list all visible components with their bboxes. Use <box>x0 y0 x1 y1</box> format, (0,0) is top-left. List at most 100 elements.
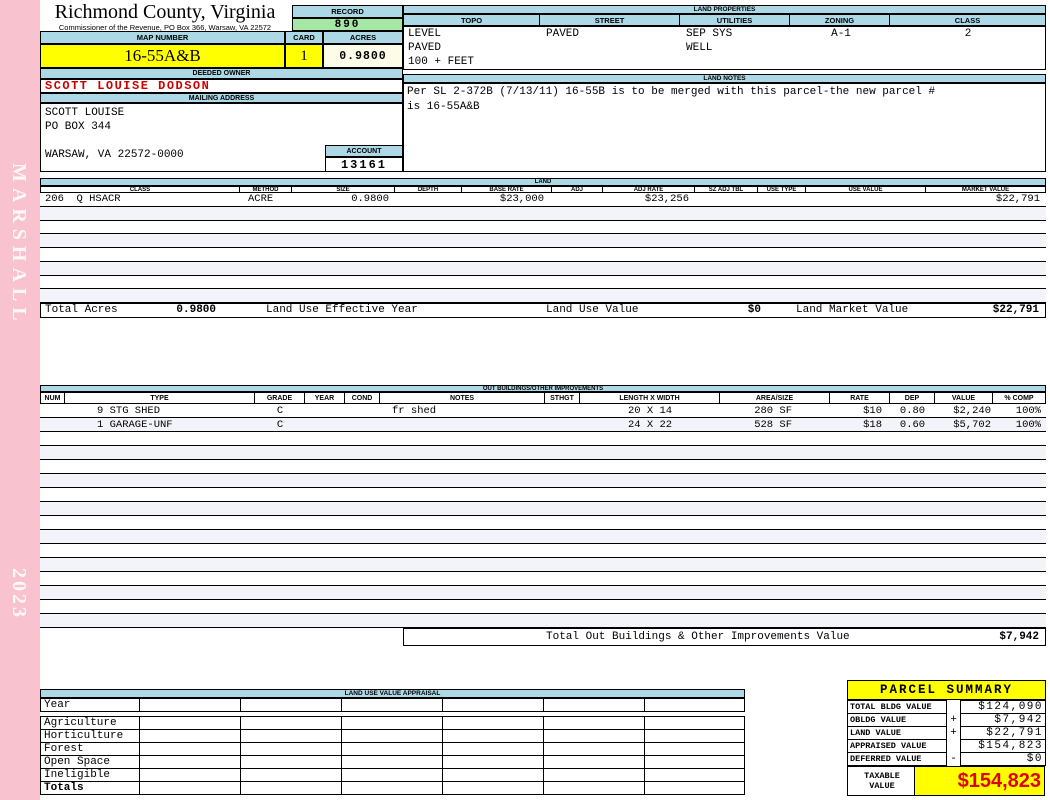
ob-type-cell: 1 GARAGE-UNF <box>97 418 173 431</box>
utilities-value: WELL <box>686 42 713 54</box>
appraisal-row-label: Forest <box>40 742 140 756</box>
summary-row-label: DEFERRED VALUE <box>847 752 947 766</box>
summary-row-label: TOTAL BLDG VALUE <box>847 700 947 714</box>
ob-pct-comp-cell: 100% <box>1015 418 1041 431</box>
summary-row: LAND VALUE + $22,791 <box>847 726 1046 740</box>
account-label: ACCOUNT <box>325 145 403 157</box>
ob-notes-cell: fr shed <box>392 404 437 417</box>
summary-row-op: - <box>950 753 957 765</box>
summary-row-value: $22,791 <box>960 726 1046 740</box>
empty-row <box>40 516 1046 530</box>
appraisal-cell <box>443 716 544 730</box>
summary-row: TOTAL BLDG VALUE $124,090 <box>847 700 1046 714</box>
appraisal-row: Open Space <box>40 755 745 769</box>
appraisal-cell <box>645 716 745 730</box>
record-value: 890 <box>292 18 403 31</box>
topo-value: PAVED <box>408 42 442 54</box>
appraisal-cell <box>645 768 745 782</box>
out-building-row: 1 GARAGE-UNF C 24 X 22 528 SF $18 0.60 $… <box>40 418 1046 432</box>
col-method: METHOD <box>240 186 292 193</box>
land-notes-line: Per SL 2-372B (7/13/11) 16-55B is to be … <box>407 86 936 98</box>
empty-row <box>40 474 1046 488</box>
col-dep: DEP <box>890 392 935 404</box>
appraisal-row-label: Totals <box>40 781 140 795</box>
record-label: RECORD <box>292 5 403 18</box>
land-notes-title: LAND NOTES <box>403 74 1046 83</box>
land-use-appraisal-body: Agriculture Horticulture Forest Open Spa… <box>40 716 745 795</box>
appraisal-cell <box>544 768 645 782</box>
ob-grade-cell: C <box>276 404 284 417</box>
col-cond: COND <box>345 392 380 404</box>
col-class: CLASS <box>40 186 240 193</box>
ob-area-cell: 280 SF <box>754 404 792 417</box>
commissioner-line: Commissioner of the Revenue, PO Box 366,… <box>58 23 272 32</box>
appraisal-cell <box>443 755 544 769</box>
summary-row-op <box>947 739 960 753</box>
appraisal-cell <box>140 716 241 730</box>
land-use-value-label: Land Use Value <box>546 304 639 316</box>
col-value: VALUE <box>935 392 993 404</box>
appraisal-row-label: Horticulture <box>40 729 140 743</box>
col-type: TYPE <box>65 392 255 404</box>
account-value: 13161 <box>325 157 403 172</box>
appraisal-row: Forest <box>40 742 745 756</box>
out-buildings-total-bar: Total Out Buildings & Other Improvements… <box>403 628 1046 646</box>
ob-rate-cell: $10 <box>863 404 882 417</box>
ob-lxw-cell: 20 X 14 <box>627 404 673 417</box>
empty-row <box>40 234 1046 248</box>
appraisal-cell <box>443 768 544 782</box>
col-base-rate: BASE RATE <box>462 186 552 193</box>
empty-row <box>40 206 1046 221</box>
appraisal-cell <box>544 755 645 769</box>
appraisal-cell <box>645 755 745 769</box>
appraisal-cell <box>140 755 241 769</box>
topo-value: 100 + FEET <box>408 56 475 68</box>
empty-row <box>40 614 1046 628</box>
empty-row <box>40 600 1046 614</box>
appraisal-cell <box>241 729 342 743</box>
summary-row-label: LAND VALUE <box>847 726 947 740</box>
col-rate: RATE <box>830 392 890 404</box>
col-utilities: UTILITIES <box>680 14 790 26</box>
appraisal-cell <box>443 781 544 795</box>
taxable-value: $154,823 <box>914 766 1045 796</box>
col-adj: ADJ <box>552 186 603 193</box>
out-buildings-title: OUT BUILDINGS/OTHER IMPROVEMENTS <box>40 385 1046 392</box>
empty-row <box>40 530 1046 544</box>
appraisal-row-totals: Totals <box>40 781 745 795</box>
summary-row-label: OBLDG VALUE <box>847 713 947 727</box>
appraisal-row-label: Ineligible <box>40 768 140 782</box>
appraisal-cell <box>342 768 443 782</box>
ob-rate-cell: $18 <box>863 418 882 431</box>
land-notes-line: is 16-55A&B <box>407 101 480 113</box>
ob-type-cell: 9 STG SHED <box>97 404 161 417</box>
land-market-value-label: Land Market Value <box>796 304 909 316</box>
appraisal-cell <box>140 729 241 743</box>
utilities-value: SEP SYS <box>686 28 733 40</box>
street-value: PAVED <box>546 28 580 40</box>
deeded-owner-value: SCOTT LOUISE DODSON <box>40 79 403 93</box>
land-market-value: $22,791 <box>992 304 1039 316</box>
empty-row <box>40 460 1046 474</box>
appraisal-row-label: Agriculture <box>40 716 140 730</box>
appraisal-row-label: Open Space <box>40 755 140 769</box>
appraisal-cell <box>241 698 342 712</box>
empty-row <box>40 432 1046 446</box>
appraisal-cell <box>342 755 443 769</box>
empty-row <box>40 248 1046 262</box>
acres-label: ACRES <box>323 31 403 44</box>
appraisal-cell <box>140 698 241 712</box>
land-size-cell: 0.9800 <box>351 193 389 206</box>
summary-row-value: $0 <box>960 752 1046 766</box>
appraisal-cell <box>241 768 342 782</box>
taxable-row: TAXABLE VALUE $154,823 <box>847 766 1046 796</box>
ob-grade-cell: C <box>276 418 284 431</box>
land-adj-rate-cell: $23,256 <box>644 193 689 206</box>
topo-value: LEVEL <box>408 28 442 40</box>
parcel-summary: PARCEL SUMMARY TOTAL BLDG VALUE $124,090… <box>847 680 1046 796</box>
col-sthgt: STHGT <box>545 392 580 404</box>
col-grade: GRADE <box>255 392 305 404</box>
empty-row <box>40 544 1046 558</box>
taxable-label: TAXABLE VALUE <box>847 766 915 796</box>
summary-row-value: $154,823 <box>960 739 1046 753</box>
